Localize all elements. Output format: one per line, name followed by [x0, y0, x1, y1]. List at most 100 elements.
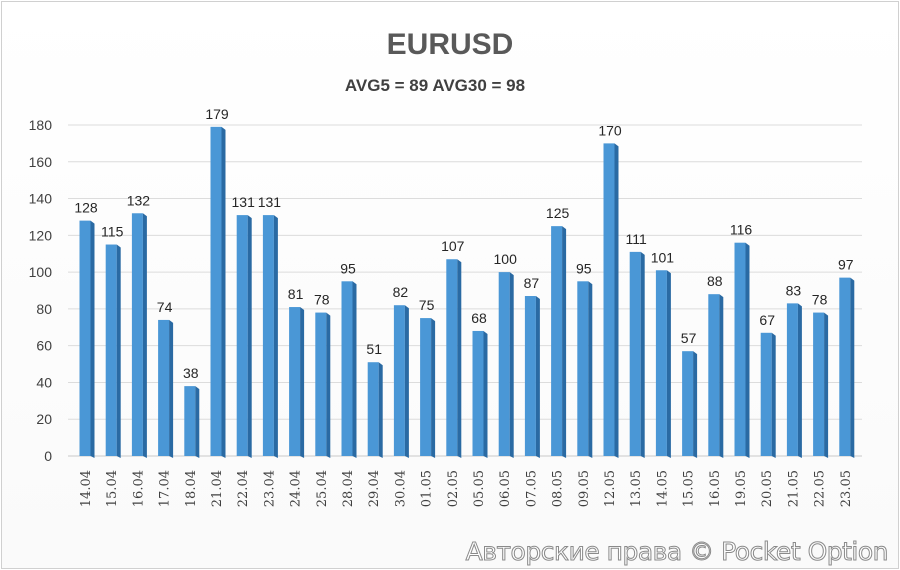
data-label: 81: [288, 286, 304, 302]
bar: [420, 318, 432, 456]
data-label: 38: [183, 365, 199, 381]
bar-side: [850, 277, 855, 458]
y-tick-label: 0: [44, 448, 52, 464]
data-label: 78: [812, 292, 828, 308]
x-tick-label: 16.04: [131, 470, 146, 507]
data-label: 111: [626, 231, 647, 247]
x-tick-label: 30.04: [393, 470, 408, 507]
data-label: 131: [232, 194, 256, 210]
bar: [393, 305, 405, 456]
x-tick-label: 23.05: [839, 470, 854, 507]
chart-title: EURUSD: [386, 28, 514, 61]
bar: [105, 244, 117, 456]
x-tick-label: 22.05: [813, 470, 828, 507]
watermark: Авторские права © Pocket Option: [465, 537, 889, 567]
bar-side: [535, 296, 540, 458]
x-tick-label: 29.04: [367, 470, 382, 507]
bar-side: [404, 305, 409, 458]
data-label: 107: [441, 238, 465, 254]
bar: [498, 272, 510, 456]
bar-side: [745, 242, 750, 458]
chart-subtitle: AVG5 = 89 AVG30 = 98: [344, 76, 526, 95]
bar-side: [326, 312, 331, 458]
bar-side: [169, 319, 174, 458]
x-tick-label: 21.04: [210, 470, 225, 507]
bar-side: [509, 272, 514, 458]
bar-side: [116, 244, 121, 458]
bar-side: [300, 307, 305, 458]
x-tick-label: 02.05: [446, 470, 461, 507]
bar: [472, 330, 484, 456]
x-tick-label: 15.05: [682, 470, 697, 507]
data-label: 82: [393, 284, 409, 300]
bar-side: [457, 259, 462, 458]
x-tick-label: 09.05: [577, 470, 592, 507]
data-label: 128: [74, 200, 98, 216]
x-tick-label: 21.05: [786, 470, 801, 507]
bar-side: [588, 281, 593, 458]
bar: [131, 213, 143, 456]
bar-side: [195, 386, 200, 458]
x-tick-label: 14.04: [79, 470, 94, 507]
x-tick-label: 06.05: [498, 470, 513, 507]
x-tick-label: 16.05: [708, 470, 723, 507]
data-label: 95: [576, 260, 592, 276]
x-tick-label: 08.05: [551, 470, 566, 507]
bar: [629, 251, 641, 456]
data-label: 51: [366, 341, 382, 357]
bar: [760, 332, 772, 456]
bar: [210, 126, 222, 456]
data-label: 116: [730, 222, 753, 238]
bar: [839, 277, 851, 456]
data-label: 131: [258, 194, 282, 210]
bar-side: [483, 330, 488, 458]
bar-side: [771, 332, 776, 458]
x-tick-label: 13.05: [629, 470, 644, 507]
x-tick-label: 01.05: [420, 470, 435, 507]
bar: [524, 296, 536, 456]
bar-side: [693, 351, 698, 458]
bar: [446, 259, 458, 456]
data-label: 179: [205, 106, 229, 122]
bar: [708, 294, 720, 456]
x-tick-label: 14.05: [655, 470, 670, 507]
x-tick-label: 23.04: [262, 470, 277, 507]
x-tick-label: 07.05: [524, 470, 539, 507]
x-tick-label: 17.04: [158, 470, 173, 507]
y-tick-label: 20: [36, 411, 52, 427]
y-tick-label: 80: [36, 301, 52, 317]
data-label: 101: [651, 249, 675, 265]
y-tick-label: 100: [29, 264, 53, 280]
x-tick-label: 12.05: [603, 470, 618, 507]
bar-side: [247, 215, 252, 458]
data-label: 170: [598, 122, 622, 138]
y-tick-label: 140: [29, 191, 53, 207]
bar: [577, 281, 589, 456]
bar-side: [640, 251, 645, 458]
bar-side: [90, 220, 95, 458]
y-tick-label: 120: [29, 227, 53, 243]
x-tick-label: 19.05: [734, 470, 749, 507]
bar: [262, 215, 274, 456]
bar-side: [221, 126, 226, 458]
data-label: 97: [838, 257, 854, 273]
x-tick-label: 22.04: [236, 470, 251, 507]
data-label: 57: [681, 330, 697, 346]
data-label: 115: [101, 224, 124, 240]
data-label: 67: [759, 312, 775, 328]
y-tick-label: 60: [36, 338, 52, 354]
bar: [655, 270, 667, 456]
bar: [367, 362, 379, 456]
data-label: 74: [157, 299, 173, 315]
bar: [734, 242, 746, 456]
x-tick-label: 28.04: [341, 470, 356, 507]
bar-side: [666, 270, 671, 458]
data-label: 68: [471, 310, 487, 326]
data-label: 83: [786, 282, 802, 298]
bar-side: [797, 303, 802, 458]
x-tick-label: 18.04: [184, 470, 199, 507]
bar-side: [614, 143, 619, 458]
data-label: 95: [340, 260, 356, 276]
x-tick-label: 20.05: [760, 470, 775, 507]
bar: [236, 215, 248, 456]
